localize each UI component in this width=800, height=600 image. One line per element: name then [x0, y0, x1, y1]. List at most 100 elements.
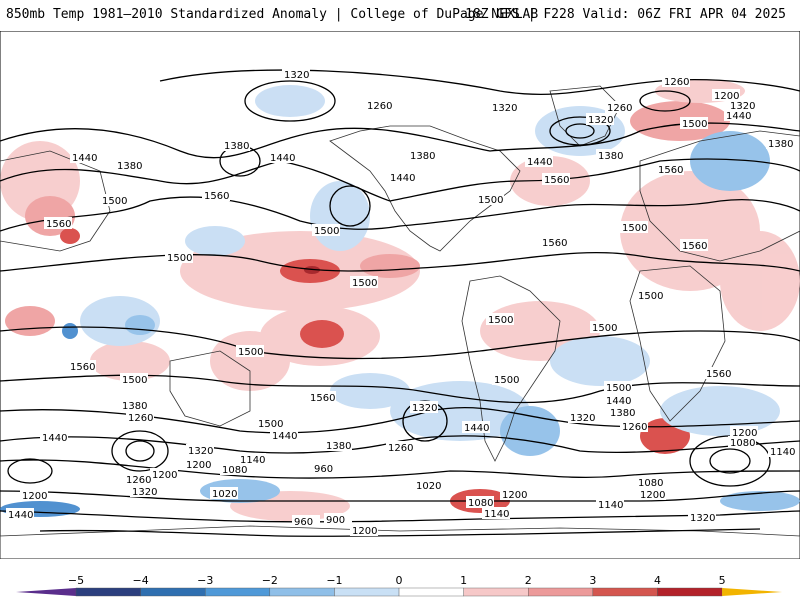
contour-label: 1260 [388, 443, 413, 454]
contour-label: 1440 [726, 111, 751, 122]
contour-label: 1500 [314, 226, 339, 237]
contour-label: 1440 [42, 433, 67, 444]
contour-label-box [150, 468, 178, 480]
colorbar-segment [75, 587, 141, 597]
coastlines [0, 85, 800, 559]
contour-label-box [282, 68, 310, 80]
contour-label-box [324, 513, 352, 525]
contour-label: 1380 [410, 151, 435, 162]
colorbar-end-low [16, 588, 76, 596]
contour-label: 1500 [238, 347, 263, 358]
colorbar-segment [269, 587, 335, 597]
warm-anomaly [90, 341, 170, 381]
colorbar-tick-label: 0 [396, 574, 403, 587]
contour-label-box [165, 251, 193, 263]
contour-label: 1020 [416, 481, 441, 492]
cool-anomaly [255, 85, 325, 117]
contour-label: 1500 [606, 383, 631, 394]
contour-label: 1380 [122, 401, 147, 412]
contour-label-box [238, 453, 266, 465]
contour-label: 1080 [222, 465, 247, 476]
contour-label-box [680, 239, 708, 251]
contour-label: 1380 [598, 151, 623, 162]
contour-label: 1440 [606, 396, 631, 407]
contour-label: 960 [294, 517, 313, 528]
contour-label-box [596, 498, 624, 510]
contour-label: 1560 [542, 238, 567, 249]
contour-label-box [768, 445, 796, 457]
africa [629, 265, 726, 422]
contour-label-box [490, 101, 518, 113]
colorbar-tick-label: −2 [262, 574, 278, 587]
contour-label-box [410, 401, 438, 413]
contour-label: 1260 [126, 475, 151, 486]
contour-label: 1260 [128, 413, 153, 424]
contour-label: 1200 [22, 491, 47, 502]
contour-label: 900 [326, 515, 345, 526]
contour-label-box [120, 399, 148, 411]
warm-anomaly [300, 320, 344, 348]
north-america [329, 125, 521, 252]
warm-anomaly [210, 331, 290, 391]
contour-label: 1440 [527, 157, 552, 168]
contour-label: 1560 [46, 219, 71, 230]
contour-label: 1320 [588, 115, 613, 126]
contour-label: 1560 [204, 191, 229, 202]
contour-label: 1560 [310, 393, 335, 404]
contour-label-box [222, 139, 250, 151]
contour-label-box [608, 406, 636, 418]
contour-label: 1200 [640, 490, 665, 501]
cool-anomaly [500, 406, 560, 456]
contour-label: 1440 [72, 153, 97, 164]
contour-label: 1440 [270, 153, 295, 164]
warm-anomaly [5, 306, 55, 336]
cool-anomaly [330, 373, 410, 409]
contour-label-box [542, 173, 570, 185]
warm-anomaly [360, 254, 420, 278]
colorbar-tick-label: −1 [326, 574, 342, 587]
colorbar-tick-labels: −5 −4 −3 −2 −1 0 1 2 3 4 5 [68, 574, 726, 587]
contour-label-box [604, 394, 632, 406]
colorbar-tick-label: −3 [197, 574, 213, 587]
contour-label-box [462, 421, 490, 433]
contour-label-box [680, 117, 708, 129]
contour-label: 1020 [212, 489, 237, 500]
contour-label-box [586, 113, 614, 125]
contour-label: 1140 [240, 455, 265, 466]
contour-label-box [636, 476, 664, 488]
contour-label: 1380 [326, 441, 351, 452]
contour-label: 1200 [352, 526, 377, 537]
colorbar: −5 −4 −3 −2 −1 0 1 2 3 4 5 [16, 574, 783, 597]
contour-label-box [100, 194, 128, 206]
contour-label: 1200 [152, 470, 177, 481]
cool-anomaly [310, 181, 370, 251]
cool-anomaly [62, 323, 78, 339]
contour-label: 1440 [464, 423, 489, 434]
contour-label: 1560 [544, 175, 569, 186]
contour-labels: 1320 1260 1260 1200 1320 1260 1320 1320 … [6, 68, 796, 537]
contour-label-box [730, 426, 758, 438]
contour-label-box [492, 373, 520, 385]
greenland [549, 85, 621, 147]
contour-label: 1440 [390, 173, 415, 184]
warm-anomaly [60, 228, 80, 244]
contour-label-box [312, 462, 340, 474]
australia [169, 350, 251, 427]
contour-label-box [604, 381, 632, 393]
contour-label: 1320 [730, 101, 755, 112]
contour-label: 1320 [492, 103, 517, 114]
colorbar-tick-label: 2 [525, 574, 532, 587]
contour-label-box [20, 489, 48, 501]
contour-label-box [636, 289, 664, 301]
colorbar-tick-label: 3 [589, 574, 596, 587]
contour-label: 1500 [682, 119, 707, 130]
contour-label-box [210, 487, 238, 499]
contour-label: 1500 [592, 323, 617, 334]
colorbar-tick-label: −4 [133, 574, 149, 587]
contour-label: 1500 [352, 278, 377, 289]
contour-label: 1560 [682, 241, 707, 252]
contour-label-box [620, 221, 648, 233]
contour-label: 1260 [367, 101, 392, 112]
contour-label-box [482, 507, 510, 519]
colorbar-segments [16, 587, 783, 597]
